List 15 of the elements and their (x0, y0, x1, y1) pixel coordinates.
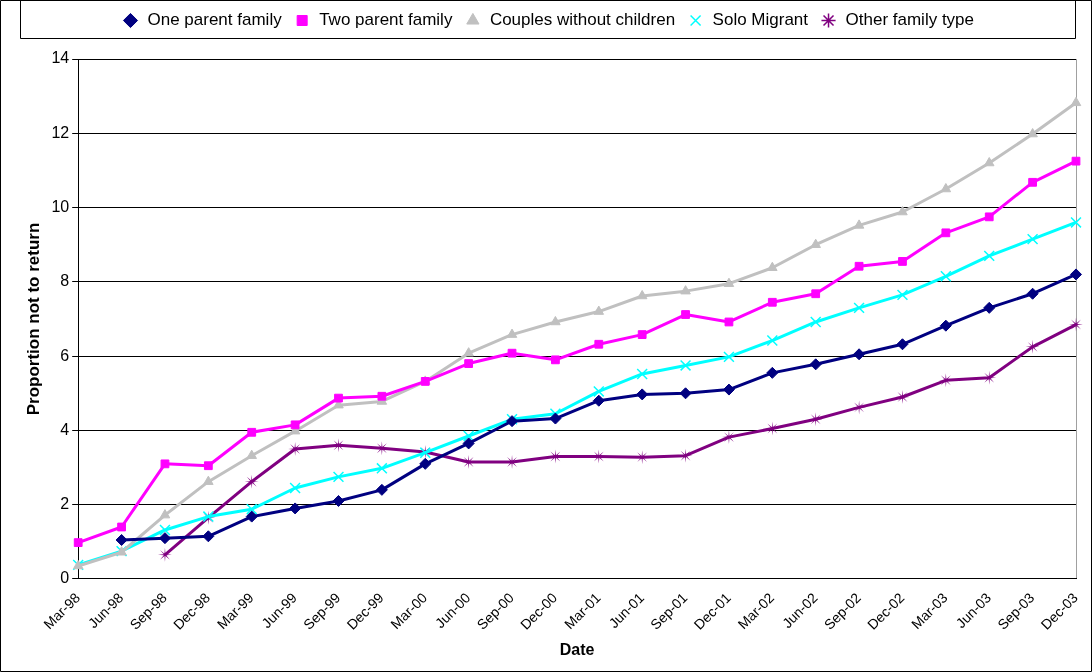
y-tick-label: 4 (60, 420, 70, 438)
y-tick-label: 14 (51, 49, 70, 67)
legend-label: One parent family (147, 10, 283, 30)
legend-label: Two parent family (319, 10, 453, 30)
legend-label: Couples without children (489, 10, 676, 30)
y-axis-title: Proportion not to return (23, 222, 43, 416)
y-tick-label: 12 (51, 123, 70, 141)
y-tick-label: 2 (60, 495, 70, 513)
y-tick-label: 10 (51, 197, 70, 215)
x-axis-title: Date (559, 640, 595, 658)
legend-label: Other family type (845, 10, 975, 30)
y-tick-label: 6 (60, 346, 70, 364)
legend-label: Solo Migrant (712, 10, 809, 30)
y-tick-label: 0 (60, 569, 70, 587)
y-tick-label: 8 (60, 272, 70, 290)
